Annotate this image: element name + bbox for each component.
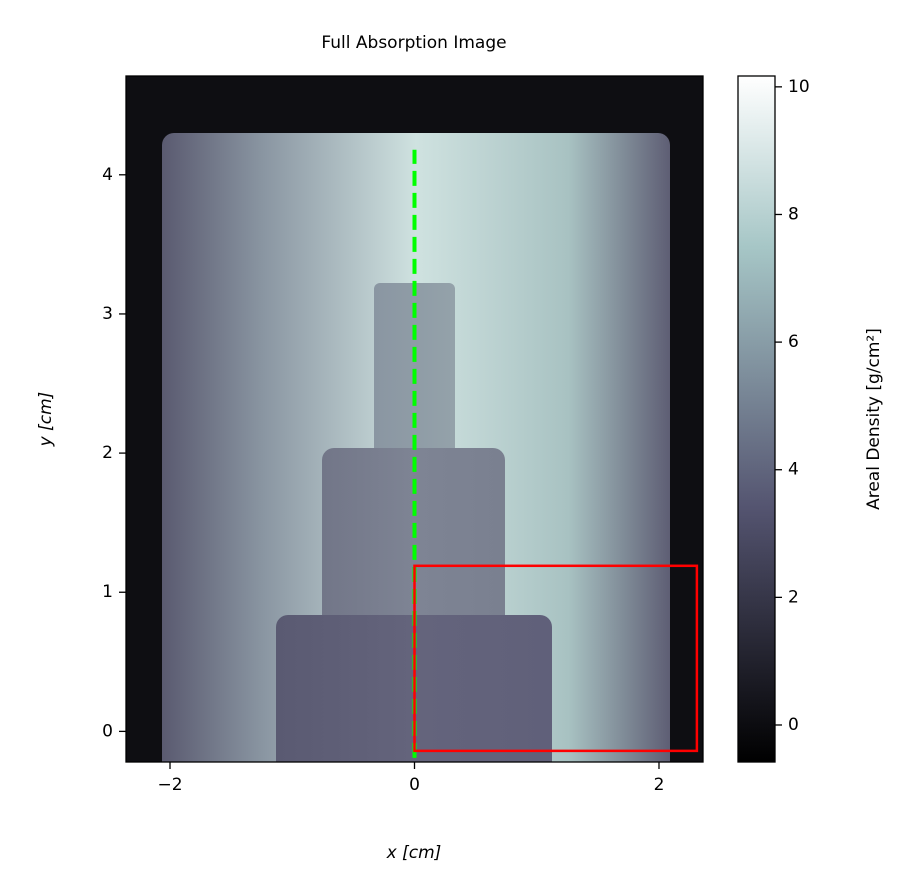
chart-title: Full Absorption Image xyxy=(321,33,506,53)
colorbar-tick-label: 4 xyxy=(788,460,799,480)
colorbar-tick-label: 6 xyxy=(788,332,799,352)
colorbar-tick-label: 8 xyxy=(788,204,799,224)
colorbar-label: Areal Density [g/cm²] xyxy=(864,328,884,510)
colorbar-tick-label: 10 xyxy=(788,77,810,97)
y-tick-label: 3 xyxy=(102,304,113,324)
y-axis-label: y [cm] xyxy=(36,392,56,448)
x-axis-label: x [cm] xyxy=(386,843,442,863)
x-tick-label: 0 xyxy=(409,775,420,795)
y-tick-label: 1 xyxy=(102,582,113,602)
y-tick-label: 4 xyxy=(102,165,113,185)
region-rectangle xyxy=(413,564,699,753)
x-tick-label: −2 xyxy=(157,775,182,795)
colorbar xyxy=(737,75,776,763)
colorbar-tick-label: 0 xyxy=(788,715,799,735)
y-tick-label: 2 xyxy=(102,443,113,463)
colorbar-tick-label: 2 xyxy=(788,587,799,607)
y-tick-label: 0 xyxy=(102,721,113,741)
x-tick-label: 2 xyxy=(654,775,665,795)
